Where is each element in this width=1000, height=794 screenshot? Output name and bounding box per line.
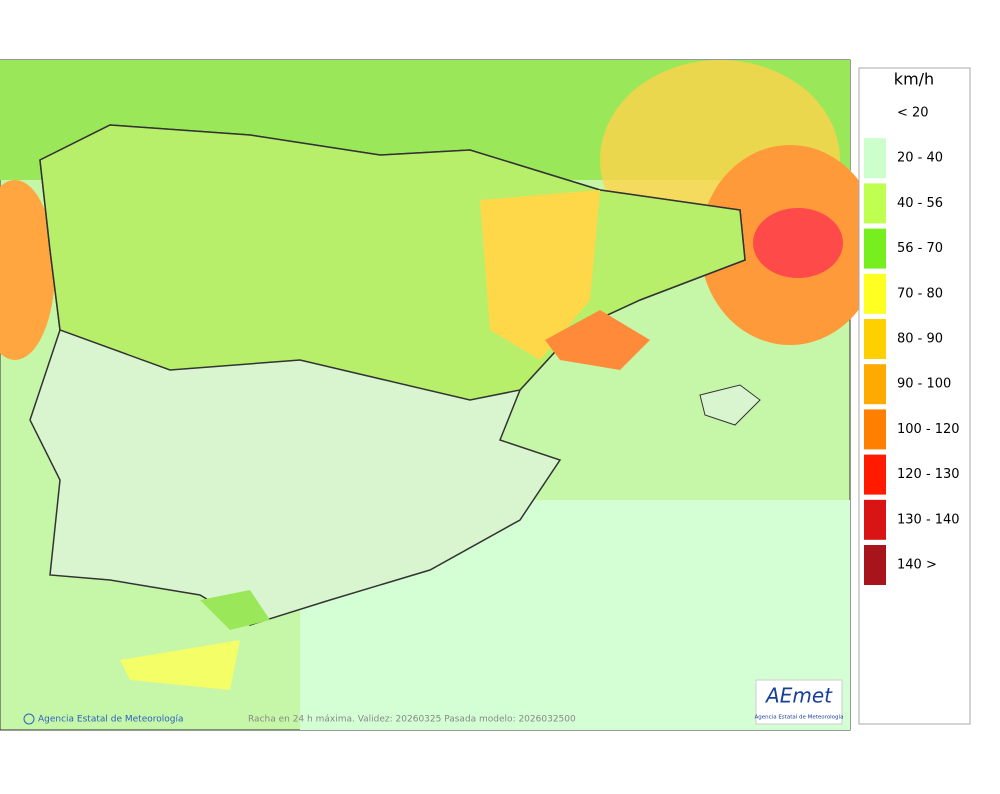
- legend-unit: km/h: [894, 70, 934, 89]
- legend-label: 90 - 100: [897, 377, 951, 392]
- legend-label: 120 - 130: [897, 467, 960, 482]
- credit: Agencia Estatal de Meteorología: [38, 715, 184, 725]
- legend-swatch: [864, 499, 886, 540]
- legend-swatch: [864, 319, 886, 359]
- wind-zone: [545, 310, 650, 370]
- copyright-icon: [23, 713, 35, 725]
- legend-label: 130 - 140: [897, 512, 960, 527]
- wind-zone: [200, 590, 270, 630]
- legend-label: 80 - 90: [897, 332, 943, 347]
- caption: Racha en 24 h máxima. Validez: 20260325 …: [248, 715, 576, 725]
- legend-swatch: [864, 409, 886, 450]
- legend-swatch: [864, 545, 886, 585]
- legend-swatch: [864, 228, 886, 269]
- legend-swatch: [864, 273, 886, 314]
- legend-label: 140 >: [897, 558, 937, 573]
- legend-swatch: [864, 364, 886, 405]
- wind-zone: [753, 208, 843, 278]
- wind-zone: [0, 180, 55, 360]
- legend-label: 100 - 120: [897, 422, 960, 437]
- legend-label: 56 - 70: [897, 241, 943, 256]
- wind-zone: [480, 190, 600, 360]
- wind-zone: [120, 640, 240, 690]
- logo-name: AEmet: [764, 684, 833, 708]
- legend-swatch: [864, 454, 886, 495]
- legend-label: 20 - 40: [897, 151, 943, 166]
- island: [699, 384, 761, 426]
- legend: km/h < 20 20 - 40 40 - 56 56 - 70 70 - 80 80 …: [858, 67, 971, 725]
- legend-label: 70 - 80: [897, 286, 943, 301]
- legend-label: 40 - 56: [897, 196, 943, 211]
- logo-subtitle: Agencia Estatal de Meteorología: [755, 714, 844, 721]
- map: Agencia Estatal de Meteorología Racha en…: [0, 59, 880, 731]
- logo-box: [755, 679, 843, 725]
- legend-swatch: [864, 183, 886, 224]
- legend-swatch: [864, 138, 886, 179]
- legend-label: < 20: [897, 106, 929, 121]
